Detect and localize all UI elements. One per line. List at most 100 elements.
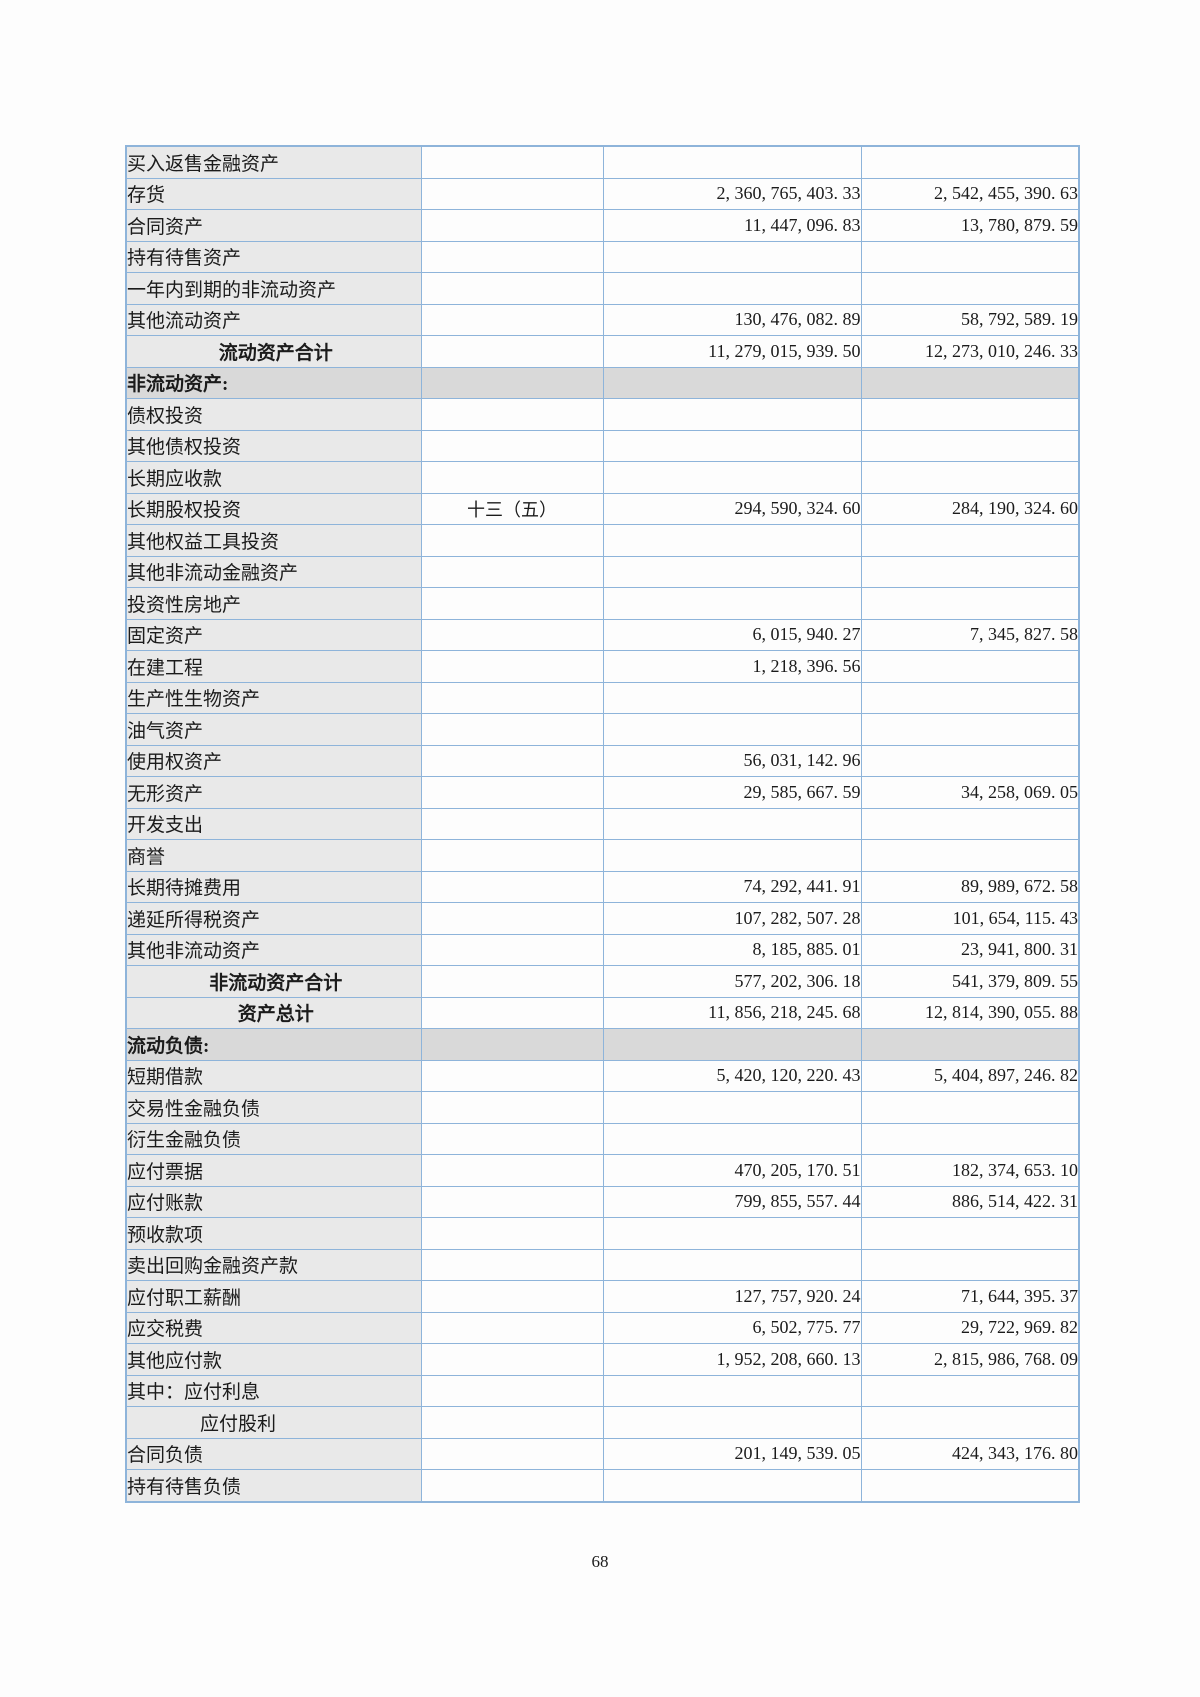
row-note-ref [420, 398, 604, 431]
row-current-amount [602, 1122, 862, 1155]
table-row: 应付职工薪酬 127, 757, 920. 24 71, 644, 395. 37 [125, 1280, 1080, 1313]
table-row: 预收款项 [125, 1217, 1080, 1250]
row-previous-amount [860, 461, 1080, 494]
table-row: 债权投资 [125, 398, 1080, 431]
row-current-amount [602, 807, 862, 840]
row-item-label: 持有待售负债 [125, 1469, 422, 1502]
row-current-amount [602, 524, 862, 557]
row-note-ref [420, 965, 604, 998]
row-previous-amount [860, 240, 1080, 273]
row-note-ref [420, 807, 604, 840]
table-row: 其他非流动金融资产 [125, 555, 1080, 588]
row-note-ref [420, 1217, 604, 1250]
table-row: 一年内到期的非流动资产 [125, 272, 1080, 305]
row-note-ref [420, 555, 604, 588]
balance-sheet-table: 买入返售金融资产 存货 2, 360, 765, 403. 33 2, 542, 45… [125, 145, 1080, 1503]
row-current-amount [602, 240, 862, 273]
row-item-label: 应交税费 [125, 1311, 422, 1344]
table-row: 应付账款 799, 855, 557. 44 886, 514, 422. 31 [125, 1185, 1080, 1218]
row-current-amount [602, 366, 862, 399]
row-item-label: 其他债权投资 [125, 429, 422, 462]
row-item-label: 合同负债 [125, 1437, 422, 1470]
table-row: 合同资产 11, 447, 096. 83 13, 780, 879. 59 [125, 209, 1080, 242]
row-current-amount: 6, 015, 940. 27 [602, 618, 862, 651]
row-note-ref [420, 1122, 604, 1155]
row-current-amount: 11, 856, 218, 245. 68 [602, 996, 862, 1029]
row-item-label: 其他非流动资产 [125, 933, 422, 966]
row-note-ref [420, 1437, 604, 1470]
table-row: 其他债权投资 [125, 429, 1080, 462]
table-row: 卖出回购金融资产款 [125, 1248, 1080, 1281]
row-item-label: 一年内到期的非流动资产 [125, 272, 422, 305]
row-previous-amount: 23, 941, 800. 31 [860, 933, 1080, 966]
row-previous-amount [860, 744, 1080, 777]
row-item-label: 交易性金融负债 [125, 1091, 422, 1124]
table-row: 衍生金融负债 [125, 1122, 1080, 1155]
row-previous-amount: 284, 190, 324. 60 [860, 492, 1080, 525]
table-row: 应付票据 470, 205, 170. 51 182, 374, 653. 10 [125, 1154, 1080, 1187]
row-item-label: 衍生金融负债 [125, 1122, 422, 1155]
row-note-ref [420, 1343, 604, 1376]
row-item-label: 非流动资产合计 [125, 965, 422, 998]
row-current-amount [602, 555, 862, 588]
row-note-ref [420, 587, 604, 620]
row-item-label: 短期借款 [125, 1059, 422, 1092]
row-current-amount: 294, 590, 324. 60 [602, 492, 862, 525]
table-row: 商誉 [125, 839, 1080, 872]
table-row: 长期应收款 [125, 461, 1080, 494]
row-note-ref [420, 1406, 604, 1439]
row-note-ref [420, 870, 604, 903]
row-previous-amount: 12, 273, 010, 246. 33 [860, 335, 1080, 368]
row-item-label: 合同资产 [125, 209, 422, 242]
row-previous-amount: 71, 644, 395. 37 [860, 1280, 1080, 1313]
row-previous-amount [860, 1248, 1080, 1281]
row-item-label: 生产性生物资产 [125, 681, 422, 714]
row-note-ref [420, 335, 604, 368]
table-row: 存货 2, 360, 765, 403. 33 2, 542, 455, 390. … [125, 177, 1080, 210]
row-current-amount [602, 398, 862, 431]
row-note-ref [420, 209, 604, 242]
table-row: 开发支出 [125, 807, 1080, 840]
row-note-ref [420, 902, 604, 935]
table-row: 无形资产 29, 585, 667. 59 34, 258, 069. 05 [125, 776, 1080, 809]
row-current-amount: 5, 420, 120, 220. 43 [602, 1059, 862, 1092]
row-note-ref [420, 524, 604, 557]
row-item-label: 应付股利 [125, 1406, 422, 1439]
row-item-label: 流动负债: [125, 1028, 422, 1061]
row-previous-amount [860, 807, 1080, 840]
row-previous-amount [860, 145, 1080, 179]
row-current-amount: 74, 292, 441. 91 [602, 870, 862, 903]
row-item-label: 其他权益工具投资 [125, 524, 422, 557]
table-row: 其他非流动资产 8, 185, 885. 01 23, 941, 800. 31 [125, 933, 1080, 966]
row-note-ref [420, 1248, 604, 1281]
row-item-label: 长期待摊费用 [125, 870, 422, 903]
row-current-amount: 11, 279, 015, 939. 50 [602, 335, 862, 368]
row-previous-amount [860, 587, 1080, 620]
row-previous-amount: 12, 814, 390, 055. 88 [860, 996, 1080, 1029]
row-item-label: 长期应收款 [125, 461, 422, 494]
row-current-amount [602, 587, 862, 620]
row-note-ref [420, 272, 604, 305]
row-item-label: 递延所得税资产 [125, 902, 422, 935]
row-previous-amount [860, 1091, 1080, 1124]
row-item-label: 资产总计 [125, 996, 422, 1029]
row-note-ref [420, 1469, 604, 1502]
table-row: 非流动资产: [125, 366, 1080, 399]
table-row: 应付股利 [125, 1406, 1080, 1439]
table-row: 固定资产 6, 015, 940. 27 7, 345, 827. 58 [125, 618, 1080, 651]
row-note-ref [420, 177, 604, 210]
row-note-ref [420, 650, 604, 683]
row-previous-amount: 5, 404, 897, 246. 82 [860, 1059, 1080, 1092]
row-current-amount: 1, 952, 208, 660. 13 [602, 1343, 862, 1376]
row-previous-amount: 182, 374, 653. 10 [860, 1154, 1080, 1187]
row-note-ref [420, 839, 604, 872]
row-current-amount [602, 1406, 862, 1439]
row-previous-amount: 2, 815, 986, 768. 09 [860, 1343, 1080, 1376]
row-current-amount [602, 681, 862, 714]
row-current-amount [602, 461, 862, 494]
row-previous-amount [860, 650, 1080, 683]
row-previous-amount: 424, 343, 176. 80 [860, 1437, 1080, 1470]
row-item-label: 应付职工薪酬 [125, 1280, 422, 1313]
row-previous-amount [860, 1374, 1080, 1407]
